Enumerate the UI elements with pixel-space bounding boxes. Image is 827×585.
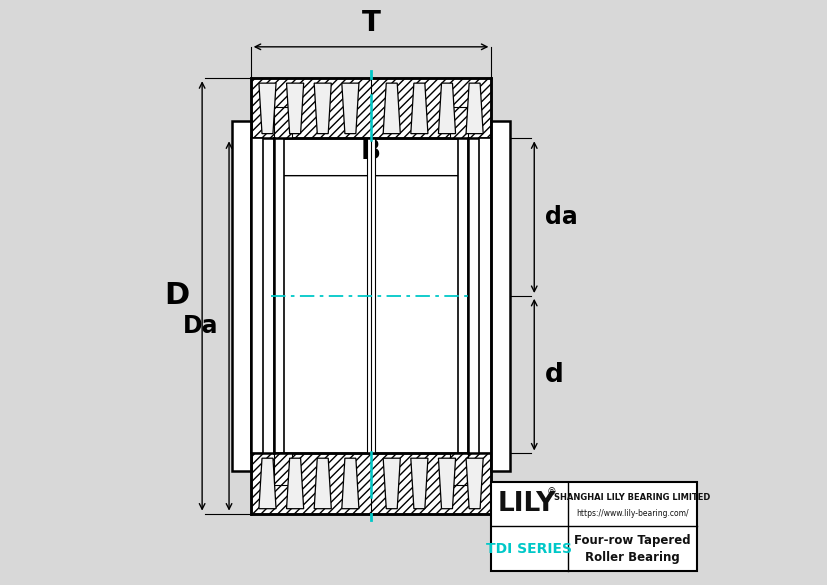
Polygon shape: [259, 83, 275, 133]
Bar: [251, 78, 490, 139]
Text: Da: Da: [183, 314, 218, 338]
Bar: [232, 121, 251, 470]
Polygon shape: [438, 458, 455, 509]
Polygon shape: [383, 458, 399, 509]
Bar: [251, 453, 490, 514]
Text: LILY: LILY: [497, 491, 555, 517]
Text: https://www.lily-bearing.com/: https://www.lily-bearing.com/: [576, 510, 688, 518]
Bar: [274, 107, 292, 139]
Polygon shape: [383, 83, 399, 133]
Polygon shape: [313, 83, 331, 133]
Polygon shape: [410, 458, 428, 509]
Bar: [457, 139, 468, 453]
Text: Four-row Tapered
Roller Bearing: Four-row Tapered Roller Bearing: [573, 534, 690, 563]
Bar: [251, 139, 490, 453]
Bar: [490, 121, 509, 470]
Bar: [490, 121, 509, 470]
Text: SHANGHAI LILY BEARING LIMITED: SHANGHAI LILY BEARING LIMITED: [553, 493, 710, 502]
Polygon shape: [342, 83, 358, 133]
Polygon shape: [259, 458, 275, 509]
Bar: [232, 121, 251, 470]
Bar: [450, 453, 468, 484]
Bar: [478, 139, 490, 453]
Text: D: D: [164, 281, 189, 311]
Text: d: d: [544, 362, 562, 388]
Bar: [450, 107, 468, 139]
Text: B: B: [361, 139, 380, 166]
Polygon shape: [286, 83, 304, 133]
Polygon shape: [313, 458, 331, 509]
Text: TDI SERIES: TDI SERIES: [485, 542, 571, 556]
Polygon shape: [410, 83, 428, 133]
Bar: [251, 139, 263, 453]
Bar: [274, 453, 292, 484]
Polygon shape: [438, 83, 455, 133]
Polygon shape: [286, 458, 304, 509]
Text: da: da: [544, 205, 576, 229]
Text: T: T: [361, 9, 380, 36]
Text: ®: ®: [546, 487, 556, 497]
Polygon shape: [466, 458, 483, 509]
Polygon shape: [466, 83, 483, 133]
Bar: [366, 139, 375, 453]
Bar: [490, 482, 696, 571]
Polygon shape: [342, 458, 358, 509]
Bar: [274, 139, 284, 453]
